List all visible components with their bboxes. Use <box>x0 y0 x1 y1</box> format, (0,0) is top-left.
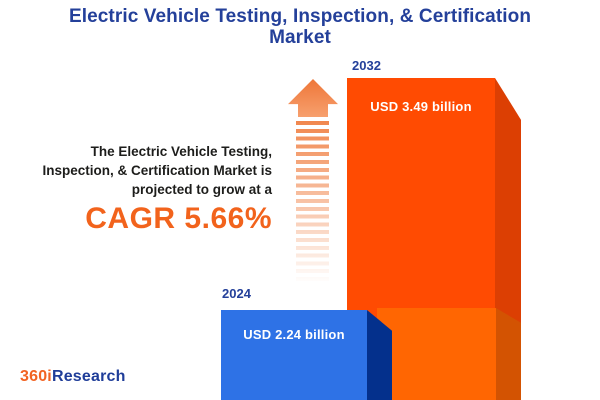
bar-2032-value-label: USD 3.49 billion <box>370 99 472 114</box>
description-text: The Electric Vehicle Testing, Inspection… <box>0 142 272 236</box>
bar-2032-base-side-face <box>496 308 521 400</box>
bar-2024: USD 2.24 billion <box>221 310 367 400</box>
description-line-2: Inspection, & Certification Market is <box>42 163 272 178</box>
logo-prefix: 360i <box>20 368 52 385</box>
brand-logo: 360iResearch <box>20 368 126 386</box>
description-line-1: The Electric Vehicle Testing, <box>90 144 272 159</box>
page-title: Electric Vehicle Testing, Inspection, & … <box>0 6 600 48</box>
bar-2032-base-segment <box>377 308 496 400</box>
logo-suffix: Research <box>51 368 126 385</box>
title-line-1: Electric Vehicle Testing, Inspection, & … <box>68 6 532 27</box>
year-label-2024: 2024 <box>222 286 251 301</box>
bar-2024-value-label: USD 2.24 billion <box>243 327 345 342</box>
title-line-2: Market <box>269 27 331 48</box>
growth-arrow-trail-icon <box>296 121 329 284</box>
growth-arrow-icon <box>288 79 338 117</box>
year-label-2032: 2032 <box>352 58 381 73</box>
description-line-3: projected to grow at a <box>131 182 272 197</box>
cagr-value: CAGR 5.66% <box>85 202 272 235</box>
